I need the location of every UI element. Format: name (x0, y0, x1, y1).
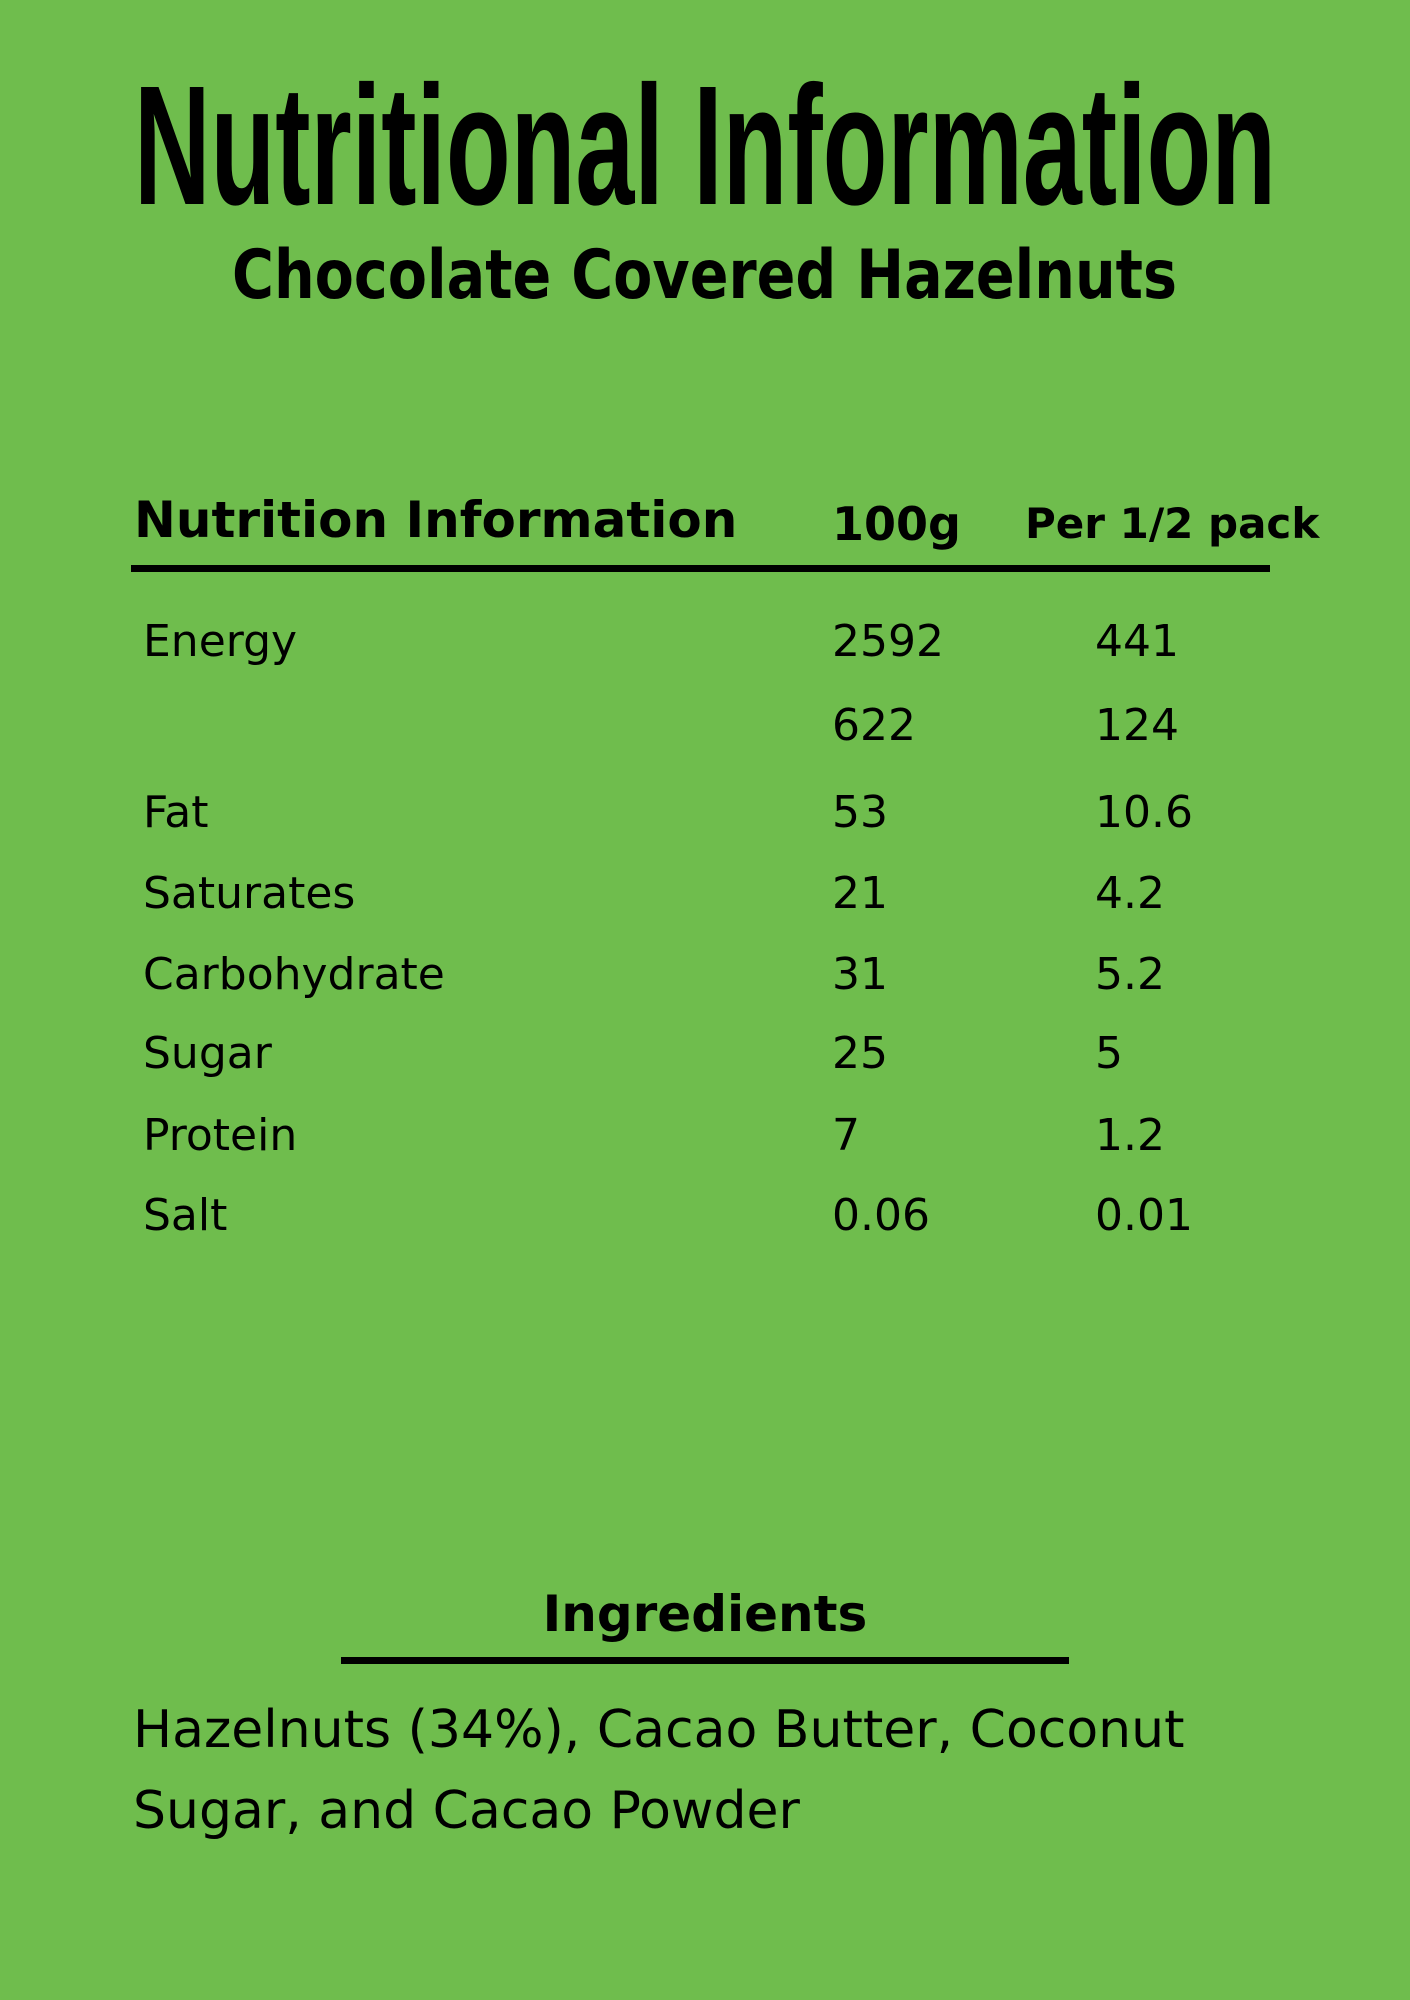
row-value: 5 (1095, 1028, 1123, 1079)
row-value: 0.01 (1095, 1190, 1193, 1241)
row-value: 21 (832, 868, 888, 919)
title: Nutritional Information (134, 51, 1276, 241)
header-rule (131, 565, 1270, 572)
header: Nutritional Information Chocolate Covere… (134, 51, 1276, 315)
ingredients-rule (341, 1657, 1069, 1664)
column-header: Nutrition Information (134, 491, 738, 549)
row-label: Salt (143, 1190, 228, 1241)
row-label: Saturates (143, 868, 356, 919)
row-label: Energy (143, 616, 298, 667)
row-value: 2592 (832, 616, 944, 667)
column-header: Per 1/2 pack (1025, 499, 1320, 548)
row-value: 7 (832, 1110, 860, 1161)
row-value: 622 (832, 700, 916, 751)
row-label: Fat (143, 787, 209, 838)
row-value: 31 (832, 949, 888, 1000)
row-value: 25 (832, 1028, 888, 1079)
row-value: 10.6 (1095, 787, 1193, 838)
row-value: 0.06 (832, 1190, 930, 1241)
row-value: 1.2 (1095, 1110, 1165, 1161)
row-value: 4.2 (1095, 868, 1165, 919)
subtitle: Chocolate Covered Hazelnuts (232, 236, 1177, 315)
row-value: 124 (1095, 700, 1179, 751)
ingredients-text: Hazelnuts (34%), Cacao Butter, Coconut S… (133, 1700, 1185, 1841)
ingredients-title: Ingredients (542, 1585, 868, 1643)
row-label: Carbohydrate (143, 949, 445, 1000)
row-value: 53 (832, 787, 888, 838)
row-label: Sugar (143, 1028, 272, 1079)
row-value: 5.2 (1095, 949, 1165, 1000)
row-label: Protein (143, 1110, 298, 1161)
column-header: 100g (832, 497, 961, 551)
row-value: 441 (1095, 616, 1179, 667)
